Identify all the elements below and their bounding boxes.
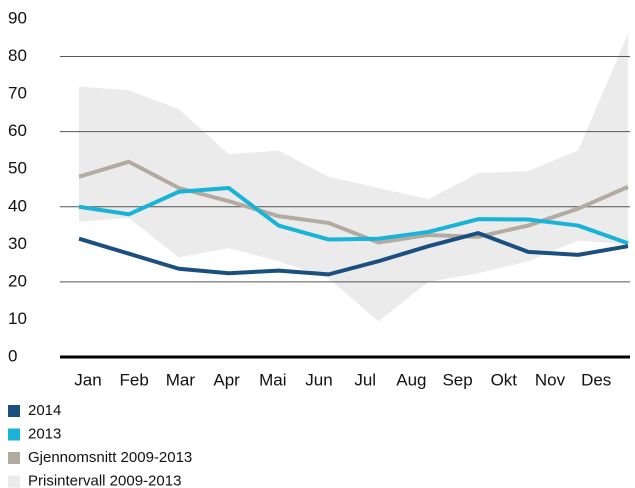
y-tick-label: 10 — [8, 309, 27, 328]
legend-swatch — [8, 405, 20, 417]
x-tick-label: Apr — [213, 370, 240, 389]
y-tick-label: 80 — [8, 46, 27, 65]
x-tick-label: Okt — [491, 370, 518, 389]
x-tick-label: Jan — [74, 370, 101, 389]
range-band — [79, 34, 628, 322]
legend-swatch — [8, 428, 20, 441]
legend-label: Gjennomsnitt 2009-2013 — [28, 449, 192, 466]
legend: 2014 2013 Gjennomsnitt 2009-2013 Prisinterv… — [8, 402, 192, 488]
x-tick-label: Sep — [442, 370, 472, 389]
x-tick-label: Feb — [120, 370, 149, 389]
y-tick-label: 50 — [8, 159, 27, 178]
legend-label: 2013 — [28, 425, 61, 442]
x-tick-label: Jul — [354, 370, 376, 389]
y-tick-label: 20 — [8, 271, 27, 290]
x-tick-label: Aug — [396, 370, 426, 389]
line-series — [78, 159, 629, 245]
legend-label: Prisintervall 2009-2013 — [28, 472, 181, 488]
x-tick-label: Jun — [305, 370, 332, 389]
line-series — [78, 186, 629, 246]
x-tick-label: Nov — [535, 370, 566, 389]
x-tick-label: Des — [581, 370, 611, 389]
y-tick-label: 40 — [8, 196, 27, 215]
y-tick-label: 70 — [8, 84, 27, 103]
y-tick-label: 0 — [8, 346, 17, 365]
legend-swatch — [8, 452, 20, 464]
y-tick-label: 60 — [8, 121, 27, 140]
legend-swatch — [8, 475, 20, 488]
line-series — [78, 231, 629, 277]
y-tick-label: 90 — [8, 8, 27, 27]
x-tick-label: Mar — [166, 370, 196, 389]
x-tick-label: Mai — [259, 370, 286, 389]
legend-label: 2014 — [28, 402, 61, 419]
y-tick-label: 30 — [8, 234, 27, 253]
